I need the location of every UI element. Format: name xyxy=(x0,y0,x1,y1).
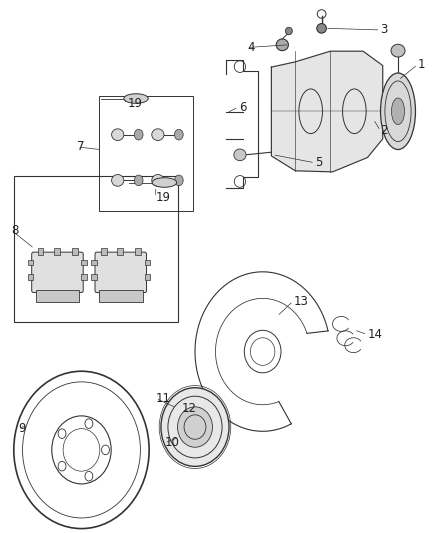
Ellipse shape xyxy=(152,177,177,187)
Bar xyxy=(38,248,43,255)
Bar xyxy=(101,248,107,255)
Ellipse shape xyxy=(152,174,164,186)
Text: 11: 11 xyxy=(155,392,171,405)
Ellipse shape xyxy=(152,129,164,141)
Bar xyxy=(35,290,79,302)
Ellipse shape xyxy=(124,94,148,103)
Text: 19: 19 xyxy=(155,191,171,204)
Text: 9: 9 xyxy=(18,422,26,435)
Ellipse shape xyxy=(234,149,246,161)
FancyBboxPatch shape xyxy=(95,252,147,293)
Text: 12: 12 xyxy=(182,402,197,415)
Ellipse shape xyxy=(391,44,405,57)
Text: 7: 7 xyxy=(77,140,85,154)
Text: 13: 13 xyxy=(293,295,308,308)
Bar xyxy=(81,274,87,280)
Bar xyxy=(91,260,97,265)
Text: 8: 8 xyxy=(12,224,19,237)
Polygon shape xyxy=(272,51,383,172)
Bar xyxy=(28,260,33,265)
Text: 3: 3 xyxy=(381,23,388,36)
Text: 4: 4 xyxy=(247,41,255,54)
Text: 14: 14 xyxy=(367,328,382,341)
Ellipse shape xyxy=(112,174,124,186)
Ellipse shape xyxy=(381,73,416,150)
Bar xyxy=(28,274,33,280)
Ellipse shape xyxy=(392,98,405,125)
Bar xyxy=(99,96,193,211)
Bar xyxy=(14,176,177,322)
Bar xyxy=(91,274,97,280)
Text: 6: 6 xyxy=(239,101,246,114)
Ellipse shape xyxy=(174,130,183,140)
Ellipse shape xyxy=(177,407,212,447)
Bar xyxy=(145,260,150,265)
Ellipse shape xyxy=(286,27,292,35)
FancyBboxPatch shape xyxy=(32,252,83,293)
Text: 2: 2 xyxy=(381,124,388,138)
Bar xyxy=(145,274,150,280)
Ellipse shape xyxy=(317,23,326,33)
Bar xyxy=(81,260,87,265)
Text: 10: 10 xyxy=(164,437,179,449)
Ellipse shape xyxy=(134,130,143,140)
Ellipse shape xyxy=(112,129,124,141)
Bar xyxy=(54,248,60,255)
Ellipse shape xyxy=(174,175,183,185)
Ellipse shape xyxy=(134,175,143,185)
Ellipse shape xyxy=(276,39,288,51)
Bar xyxy=(117,248,123,255)
Bar xyxy=(135,248,141,255)
Bar xyxy=(72,248,78,255)
Bar xyxy=(99,290,143,302)
Text: 1: 1 xyxy=(418,58,425,71)
Text: 19: 19 xyxy=(127,98,142,110)
Text: 5: 5 xyxy=(315,156,322,169)
Ellipse shape xyxy=(161,387,229,466)
